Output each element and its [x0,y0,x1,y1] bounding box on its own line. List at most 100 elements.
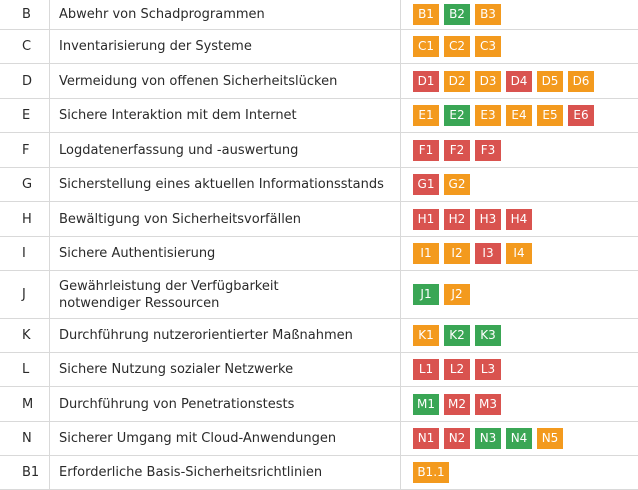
status-badge: M3 [475,393,501,415]
status-badge: D1 [413,70,439,92]
row-code: L [22,362,30,377]
row-code: J [22,287,26,302]
status-badge: K2 [444,325,470,346]
row-label: Sicherer Umgang mit Cloud-Anwendungen [59,431,337,446]
status-badge: F2 [444,139,470,161]
status-badge-group: I1 I2 I3 I4 [413,237,532,270]
row-label: Durchführung nutzerorientierter Maßnahme… [59,328,353,343]
column-divider [400,64,401,98]
status-badge: G1 [413,174,439,195]
status-badge: H2 [444,208,470,230]
status-badge: C3 [475,36,501,57]
column-divider [400,168,401,201]
status-badge: E4 [506,105,532,126]
row-label: Abwehr von Schadprogrammen [59,7,265,22]
table-row: N Sicherer Umgang mit Cloud-Anwendungen N1… [0,422,638,456]
table-row: G Sicherstellung eines aktuellen Informat… [0,168,638,202]
row-label: Sichere Nutzung sozialer Netzwerke [59,362,294,377]
column-divider [400,353,401,386]
status-badge: N1 [413,428,439,449]
column-divider [49,168,50,201]
status-badge: E1 [413,105,439,126]
status-badge: G2 [444,174,470,195]
row-code: E [22,108,31,123]
status-badge: K1 [413,325,439,346]
status-badge: M2 [444,393,470,415]
column-divider [400,319,401,352]
status-badge: E2 [444,105,470,126]
status-badge: N4 [506,428,532,449]
column-divider [49,0,50,29]
column-divider [400,237,401,270]
row-code: N [22,431,32,446]
table-row: M Durchführung von Penetrationstests M1 M2 M… [0,387,638,422]
status-badge: H1 [413,208,439,230]
status-badge-group: B1 B2 B3 [413,0,501,29]
table-row: K Durchführung nutzerorientierter Maßnahm… [0,319,638,353]
status-badge: K3 [475,325,501,346]
status-badge-group: K1 K2 K3 [413,319,501,352]
table-row: B Abwehr von Schadprogrammen B1 B2 B3 [0,0,638,30]
column-divider [400,387,401,421]
column-divider [49,422,50,455]
row-code: I [22,246,26,261]
column-divider [49,319,50,352]
table-row: E Sichere Interaktion mit dem Internet E1 E… [0,99,638,133]
status-badge: E6 [568,105,594,126]
row-code: H [22,211,32,227]
column-divider [49,456,50,489]
row-code: M [22,396,34,412]
table-row: L Sichere Nutzung sozialer Netzwerke L1 L2 L… [0,353,638,387]
column-divider [400,422,401,455]
status-badge: H4 [506,208,532,230]
status-badge: J2 [444,284,470,305]
status-badge: I1 [413,243,439,264]
column-divider [400,30,401,63]
column-divider [49,271,50,318]
status-badge: N5 [537,428,563,449]
column-divider [400,271,401,318]
table-row: I Sichere Authentisierung I1 I2 I3 I4 [0,237,638,271]
table-row: D Vermeidung von offenen Sicherheitslücke… [0,64,638,99]
status-badge-group: J1 J2 [413,271,470,318]
status-badge-group: G1 G2 [413,168,470,201]
status-badge: D5 [537,70,563,92]
row-code: C [22,39,32,54]
status-badge: E5 [537,105,563,126]
status-badge: B3 [475,4,501,25]
row-label: Logdatenerfassung und -auswertung [59,142,299,158]
row-code: G [22,177,33,192]
row-label: Vermeidung von offenen Sicherheitslücken [59,73,338,89]
status-badge: D3 [475,70,501,92]
row-label: Bewältigung von Sicherheitsvorfällen [59,211,302,227]
status-badge: D6 [568,70,594,92]
row-label: Erforderliche Basis-Sicherheitsrichtlini… [59,465,323,480]
status-badge-group: F1 F2 F3 [413,133,501,167]
status-badge: L3 [475,359,501,380]
row-code: D [22,73,33,89]
column-divider [400,456,401,489]
status-badge-group: C1 C2 C3 [413,30,501,63]
status-badge: M1 [413,393,439,415]
column-divider [49,387,50,421]
status-badge: L1 [413,359,439,380]
table-row: H Bewältigung von Sicherheitsvorfällen H1 H… [0,202,638,237]
column-divider [49,237,50,270]
table-row: J Gewährleistung der Verfügbarkeit notwen… [0,271,638,319]
column-divider [400,99,401,132]
row-code: B [22,7,31,22]
status-badge: D4 [506,70,532,92]
status-badge: N2 [444,428,470,449]
column-divider [49,64,50,98]
row-code: B1 [22,465,40,480]
status-badge: I4 [506,243,532,264]
status-badge-group: E1 E2 E3 E4 E5 E6 [413,99,594,132]
column-divider [49,133,50,167]
status-badge: B1.1 [413,462,449,483]
row-label: Sicherstellung eines aktuellen Informati… [59,177,384,192]
column-divider [49,202,50,236]
column-divider [49,99,50,132]
status-badge: I3 [475,243,501,264]
status-badge-group: D1 D2 D3 D4 D5 D6 [413,64,594,98]
